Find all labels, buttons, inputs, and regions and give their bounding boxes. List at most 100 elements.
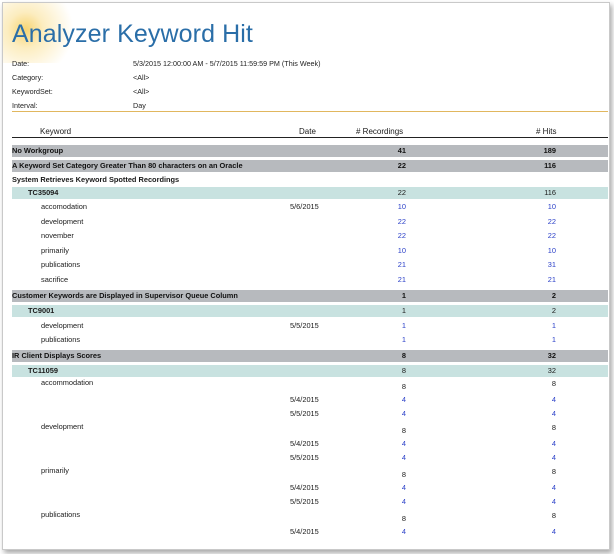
hits-cell: 4 [551,453,556,462]
keyword-cell: IR Client Displays Scores [12,351,102,360]
recordings-cell: 4 [401,453,406,462]
recordings-cell: 41 [397,146,406,155]
recordings-cell: 8 [401,351,406,360]
meta-category: Category: <All> [12,73,149,82]
meta-label: Date: [12,59,30,68]
keyword-cell: System Retrieves Keyword Spotted Recordi… [12,175,180,184]
date-cell: 5/4/2015 [290,483,319,492]
table-row: publications 8 8 [12,510,608,524]
table-row: 5/4/2015 4 4 [12,438,608,450]
sun-logo-icon [3,3,78,63]
recordings-cell: 1 [401,306,406,315]
hits-cell: 116 [544,188,556,197]
keyword-cell: november [41,231,74,240]
recordings-cell: 21 [397,260,406,269]
group-row: System Retrieves Keyword Spotted Recordi… [12,174,608,186]
table-row: primarily 8 8 [12,466,608,480]
hits-cell: 4 [551,527,556,536]
recordings-cell: 1 [401,291,406,300]
keyword-cell: publications [41,260,81,269]
keyword-cell: TC9001 [28,306,55,315]
table-row: development 22 22 [12,216,608,228]
column-header-rule [12,137,608,138]
hits-cell: 189 [543,146,556,155]
hits-cell: 21 [547,275,556,284]
group-row: A Keyword Set Category Greater Than 80 c… [12,160,608,172]
hits-cell: 4 [551,395,556,404]
header-divider [12,111,608,112]
group-row: No Workgroup 41 189 [12,145,608,157]
column-header-date: Date [299,127,316,136]
hits-cell: 1 [551,321,556,330]
keyword-cell: development [41,321,84,330]
recordings-cell: 22 [397,217,406,226]
table-row: 5/4/2015 4 4 [12,394,608,406]
column-header-keyword: Keyword [40,127,72,136]
hits-cell: 4 [551,439,556,448]
recordings-cell: 1 [401,321,406,330]
recordings-cell: 4 [401,483,406,492]
subgroup-row: TC9001 1 2 [12,305,608,317]
table-row: publications 1 1 [12,334,608,346]
hits-cell: 2 [551,306,556,315]
table-row: development 8 8 [12,422,608,436]
column-header-hits: # Hits [536,127,557,136]
meta-value: 5/3/2015 12:00:00 AM - 5/7/2015 11:59:59… [133,59,321,68]
recordings-cell: 4 [401,497,406,506]
column-header-recordings: # Recordings [356,127,404,136]
hits-cell: 8 [551,511,556,520]
recordings-cell: 22 [397,231,406,240]
hits-cell: 4 [551,483,556,492]
table-row: november 22 22 [12,230,608,242]
keyword-cell: publications [41,335,81,344]
report-page: Analyzer Keyword Hit Date: 5/3/2015 12:0… [2,2,610,550]
hits-cell: 2 [551,291,556,300]
recordings-cell: 4 [401,395,406,404]
recordings-cell: 4 [401,409,406,418]
hits-cell: 22 [547,217,556,226]
hits-cell: 32 [547,351,556,360]
table-row: 5/4/2015 4 4 [12,526,608,538]
date-cell: 5/4/2015 [290,395,319,404]
meta-label: KeywordSet: [12,87,53,96]
recordings-cell: 22 [397,188,406,197]
recordings-cell: 10 [397,202,406,211]
report-title: Analyzer Keyword Hit [12,20,253,48]
hits-cell: 4 [551,497,556,506]
keyword-cell: sacrifice [41,275,69,284]
meta-label: Interval: [12,101,38,110]
meta-interval: Interval: Day [12,101,146,110]
keyword-cell: TC35094 [28,188,59,197]
keyword-cell: accomodation [41,202,88,211]
table-row: accommodation 8 8 [12,378,608,392]
table-row: accomodation 5/6/2015 10 10 [12,201,608,213]
keyword-cell: accommodation [41,378,94,387]
date-cell: 5/5/2015 [290,321,319,330]
meta-value: <All> [133,87,150,96]
meta-value: Day [133,101,146,110]
hits-cell: 116 [544,161,556,170]
table-row: primarily 10 10 [12,245,608,257]
recordings-cell: 10 [397,246,406,255]
keyword-cell: Customer Keywords are Displayed in Super… [12,291,238,300]
date-cell: 5/4/2015 [290,439,319,448]
date-cell: 5/5/2015 [290,497,319,506]
keyword-cell: A Keyword Set Category Greater Than 80 c… [12,161,243,170]
recordings-cell: 4 [401,439,406,448]
recordings-cell: 4 [401,527,406,536]
recordings-cell: 21 [397,275,406,284]
keyword-cell: TC11059 [28,366,58,375]
recordings-cell: 22 [397,161,406,170]
recordings-cell: 8 [401,470,406,479]
group-row: IR Client Displays Scores 8 32 [12,350,608,362]
keyword-cell: primarily [41,246,69,255]
meta-value: <All> [133,73,150,82]
hits-cell: 31 [547,260,556,269]
recordings-cell: 8 [401,426,406,435]
recordings-cell: 8 [401,366,406,375]
date-cell: 5/6/2015 [290,202,319,211]
date-cell: 5/5/2015 [290,409,319,418]
hits-cell: 8 [551,379,556,388]
hits-cell: 1 [551,335,556,344]
recordings-cell: 8 [401,514,406,523]
